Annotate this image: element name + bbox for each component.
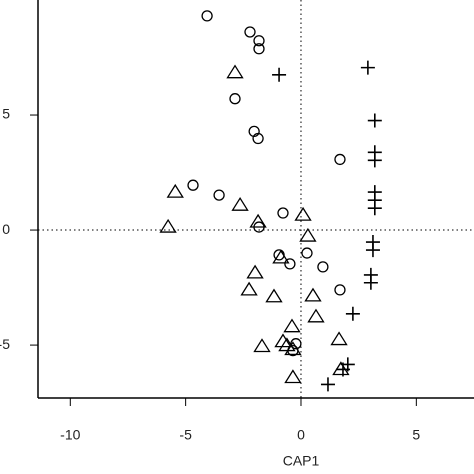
point xyxy=(226,64,244,79)
point xyxy=(274,333,292,348)
point xyxy=(201,10,213,22)
point xyxy=(334,284,346,296)
x-tick-label: -10 xyxy=(60,427,80,443)
point xyxy=(246,264,264,279)
point xyxy=(301,247,313,259)
point xyxy=(365,243,380,258)
point xyxy=(249,213,267,228)
point xyxy=(367,113,382,128)
point xyxy=(244,26,256,38)
point xyxy=(277,207,289,219)
x-tick-label: 0 xyxy=(297,427,305,443)
point xyxy=(367,201,382,216)
x-tick-label: -5 xyxy=(179,427,192,443)
point xyxy=(253,35,265,47)
point xyxy=(253,338,271,353)
point xyxy=(284,258,296,270)
point xyxy=(335,362,350,377)
point xyxy=(304,287,322,302)
y-tick-label: -5 xyxy=(0,336,10,352)
y-tick-label: 5 xyxy=(2,106,10,122)
point xyxy=(187,179,199,191)
point xyxy=(231,196,249,211)
y-tick-label: 0 xyxy=(2,221,10,237)
point xyxy=(159,218,177,233)
point xyxy=(290,338,302,350)
point xyxy=(294,206,312,221)
point xyxy=(253,43,265,55)
point xyxy=(360,60,375,75)
point xyxy=(213,189,225,201)
point xyxy=(363,275,378,290)
point xyxy=(332,361,350,376)
point xyxy=(345,306,360,321)
point xyxy=(283,318,301,333)
point xyxy=(272,67,287,82)
point xyxy=(252,132,264,145)
x-tick-label: 5 xyxy=(412,427,420,443)
point xyxy=(320,377,335,392)
point xyxy=(284,341,302,356)
point xyxy=(330,331,348,346)
point xyxy=(166,183,184,198)
point xyxy=(265,288,283,303)
point xyxy=(229,93,241,105)
point xyxy=(307,308,325,323)
point xyxy=(367,153,382,168)
point xyxy=(272,249,290,264)
point xyxy=(278,337,296,352)
point xyxy=(284,369,302,384)
point xyxy=(240,281,258,296)
point xyxy=(299,227,317,242)
point xyxy=(334,153,346,166)
x-axis-label: CAP1 xyxy=(283,453,320,469)
point xyxy=(317,261,329,273)
